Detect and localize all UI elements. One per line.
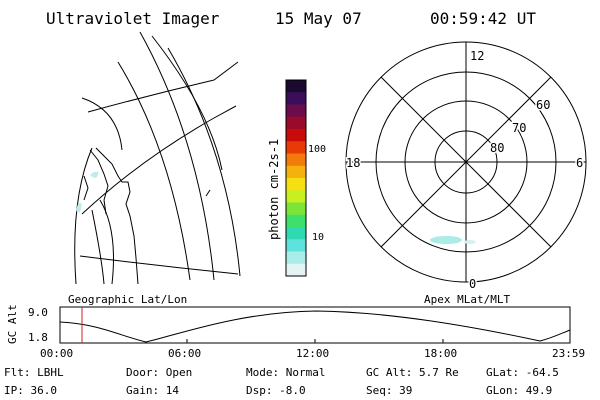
colorbar-segment (286, 214, 306, 228)
date-label: 15 May 07 (275, 9, 362, 28)
status-mode: Mode: Normal (246, 366, 325, 379)
latitude-line (79, 255, 239, 275)
status-dsp: Dsp: -8.0 (246, 384, 306, 397)
geographic-caption: Geographic Lat/Lon (68, 293, 187, 306)
terminator (91, 209, 105, 285)
aurora-spot (76, 203, 82, 213)
latitude-line (81, 105, 237, 215)
status-glat: GLat: -64.5 (486, 366, 559, 379)
colorbar-segment (286, 263, 306, 277)
longitude-line (167, 47, 241, 277)
gc-alt-xtick: 12:00 (296, 347, 329, 360)
colorbar-segment (286, 190, 306, 203)
colorbar-segment (286, 80, 306, 93)
colorbar-segment (286, 153, 306, 167)
colorbar-tick-10: 10 (312, 232, 324, 243)
status-door: Door: Open (126, 366, 192, 379)
status-gain: Gain: 14 (126, 384, 179, 397)
polar-plot (345, 41, 587, 283)
mlt-label-0: 0 (469, 277, 476, 291)
earth-limb (74, 147, 93, 285)
mlt-label-18: 18 (346, 156, 360, 170)
gc-alt-xtick: 06:00 (168, 347, 201, 360)
gc-alt-frame (59, 306, 571, 344)
geographic-map (74, 31, 241, 285)
colorbar-segment (286, 239, 306, 252)
longitude-line (151, 35, 223, 171)
mlat-label-60: 60 (536, 98, 550, 112)
aurora-patch (430, 236, 462, 244)
longitude-line (117, 61, 191, 281)
gc-alt-ylabel: GC Alt (6, 304, 19, 344)
status-seq: Seq: 39 (366, 384, 412, 397)
colorbar-segment (286, 104, 306, 118)
gc-alt-curve (59, 310, 571, 343)
gc-alt-xtick: 00:00 (40, 347, 73, 360)
colorbar-segment (286, 92, 306, 105)
time-label: 00:59:42 UT (430, 9, 536, 28)
gc-alt-ytick-1-8: 1.8 (28, 331, 48, 344)
longitude-line (139, 31, 215, 281)
colorbar-segment (286, 116, 306, 130)
mlt-label-12: 12 (470, 49, 484, 63)
colorbar (285, 79, 307, 277)
mlat-label-80: 80 (490, 141, 504, 155)
gc-alt-plot (59, 306, 571, 344)
colorbar-frame (285, 79, 307, 277)
terminator (99, 199, 114, 285)
mlat-label-70: 70 (512, 121, 526, 135)
colorbar-segment (286, 165, 306, 179)
latitude-line (81, 97, 123, 151)
colorbar-tick-100: 100 (308, 144, 326, 155)
gc-alt-xtick: 23:59 (552, 347, 585, 360)
coastline (95, 147, 139, 285)
coastline (89, 149, 109, 215)
status-gc-alt: GC Alt: 5.7 Re (366, 366, 459, 379)
coastline (83, 175, 89, 201)
status-filter: Flt: LBHL (4, 366, 64, 379)
gc-alt-ytick-9: 9.0 (28, 306, 48, 319)
colorbar-segment (286, 129, 306, 142)
coastline (205, 189, 211, 197)
aurora-patch (464, 240, 476, 244)
colorbar-segment (286, 202, 306, 216)
colorbar-label: photon cm-2s-1 (267, 139, 281, 240)
colorbar-segment (286, 251, 306, 265)
status-glon: GLon: 49.9 (486, 384, 552, 397)
latitude-line (87, 61, 239, 113)
polar-caption: Apex MLat/MLT (424, 293, 510, 306)
colorbar-segment (286, 227, 306, 240)
aurora-spot (90, 171, 99, 178)
colorbar-segment (286, 178, 306, 191)
gc-alt-xtick: 18:00 (424, 347, 457, 360)
diagonal-line (380, 76, 552, 248)
instrument-title: Ultraviolet Imager (46, 9, 220, 28)
status-ip: IP: 36.0 (4, 384, 57, 397)
mlt-label-6: 6 (576, 156, 583, 170)
colorbar-segment (286, 141, 306, 154)
